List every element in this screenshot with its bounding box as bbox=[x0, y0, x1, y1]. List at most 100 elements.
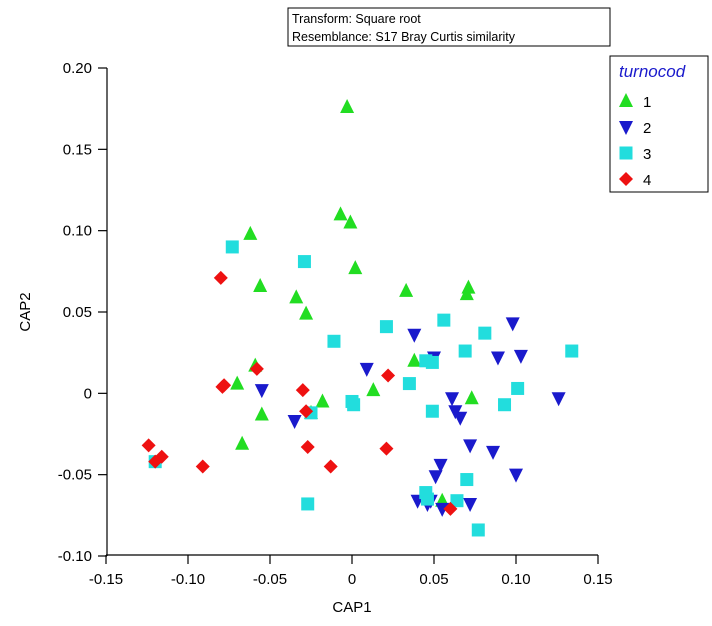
data-point-group-4 bbox=[148, 454, 163, 469]
x-axis-title: CAP1 bbox=[332, 599, 371, 616]
data-point-group-3 bbox=[458, 344, 472, 358]
y-tick-label: 0.15 bbox=[63, 141, 92, 158]
data-point-group-3 bbox=[460, 473, 474, 487]
data-point-group-4 bbox=[213, 270, 228, 285]
y-tick-label: -0.10 bbox=[58, 548, 92, 565]
data-point-group-2 bbox=[509, 468, 523, 483]
y-tick-label: 0 bbox=[84, 385, 92, 402]
legend-label-2: 2 bbox=[643, 120, 651, 137]
y-tick-label: -0.05 bbox=[58, 467, 92, 484]
data-point-group-1 bbox=[343, 214, 358, 229]
data-point-group-2 bbox=[359, 362, 374, 377]
data-point-group-4 bbox=[379, 441, 394, 456]
data-point-group-4 bbox=[249, 361, 264, 376]
data-point-group-3 bbox=[297, 255, 311, 269]
legend-entries: 1 2 3 4 bbox=[619, 93, 651, 189]
legend-marker-1 bbox=[619, 93, 633, 107]
data-point-group-3 bbox=[565, 344, 579, 358]
data-point-group-1 bbox=[348, 260, 363, 275]
data-point-group-2 bbox=[435, 502, 450, 517]
data-point-group-3 bbox=[301, 497, 315, 511]
data-point-group-1 bbox=[230, 375, 245, 390]
legend: turnocod 1 2 3 4 bbox=[609, 55, 709, 193]
data-point-group-4 bbox=[299, 404, 314, 419]
x-tick-label: -0.15 bbox=[89, 571, 123, 588]
data-point-group-2 bbox=[486, 445, 501, 460]
data-point-group-3 bbox=[425, 404, 439, 418]
legend-label-4: 4 bbox=[643, 172, 651, 189]
data-point-group-3 bbox=[379, 320, 393, 334]
data-point-group-3 bbox=[327, 334, 341, 348]
data-point-group-3 bbox=[437, 313, 451, 327]
data-point-group-1 bbox=[464, 390, 479, 405]
data-point-group-3 bbox=[498, 398, 512, 412]
info-box-frame bbox=[287, 7, 611, 47]
legend-marker-3 bbox=[619, 146, 633, 160]
x-tick-label: 0.15 bbox=[583, 571, 612, 588]
data-point-group-2 bbox=[428, 470, 443, 485]
data-points bbox=[141, 99, 579, 537]
x-tick-label: 0.05 bbox=[419, 571, 448, 588]
data-point-group-3 bbox=[478, 326, 492, 340]
x-tick-label: -0.05 bbox=[253, 571, 287, 588]
data-point-group-4 bbox=[295, 383, 310, 398]
data-point-group-3 bbox=[402, 377, 416, 391]
data-point-group-4 bbox=[141, 438, 156, 453]
legend-marker-4 bbox=[619, 172, 633, 186]
info-transform-text: Transform: Square root bbox=[292, 12, 421, 26]
x-ticks: -0.15 -0.10 -0.05 0 0.05 0.10 0.15 bbox=[89, 555, 613, 588]
legend-label-1: 1 bbox=[643, 94, 651, 111]
legend-marker-2 bbox=[619, 121, 633, 135]
data-point-group-1 bbox=[299, 305, 314, 320]
data-point-group-2 bbox=[445, 392, 460, 407]
data-point-group-2 bbox=[551, 392, 566, 407]
x-tick-label: -0.10 bbox=[171, 571, 205, 588]
y-tick-label: 0.20 bbox=[63, 60, 92, 77]
data-point-group-3 bbox=[471, 523, 485, 537]
data-point-group-2 bbox=[513, 349, 528, 364]
data-point-group-1 bbox=[407, 352, 422, 367]
info-resemblance-text: Resemblance: S17 Bray Curtis similarity bbox=[292, 30, 516, 44]
y-ticks: -0.10 -0.05 0 0.05 0.10 0.15 0.20 bbox=[58, 60, 107, 565]
data-point-group-1 bbox=[399, 282, 414, 297]
data-point-group-1 bbox=[366, 382, 381, 397]
data-point-group-1 bbox=[253, 277, 268, 292]
data-point-group-2 bbox=[490, 351, 505, 366]
data-point-group-4 bbox=[443, 501, 458, 516]
data-point-group-4 bbox=[381, 368, 396, 383]
data-point-group-2 bbox=[463, 439, 478, 454]
x-tick-label: 0.10 bbox=[501, 571, 530, 588]
data-point-group-1 bbox=[243, 225, 258, 240]
data-point-group-3 bbox=[511, 381, 525, 395]
data-point-group-1 bbox=[459, 286, 474, 301]
data-point-group-2 bbox=[433, 458, 448, 473]
x-tick-label: 0 bbox=[348, 571, 356, 588]
data-point-group-4 bbox=[300, 440, 315, 455]
axes: -0.15 -0.10 -0.05 0 0.05 0.10 0.15 -0.10 -0.05 0… bbox=[17, 60, 613, 616]
y-tick-label: 0.10 bbox=[63, 223, 92, 240]
data-point-group-3 bbox=[347, 398, 361, 412]
data-point-group-1 bbox=[315, 393, 330, 408]
y-tick-label: 0.05 bbox=[63, 304, 92, 321]
data-point-group-2 bbox=[287, 414, 302, 429]
data-point-group-1 bbox=[289, 289, 304, 304]
y-axis-title: CAP2 bbox=[17, 292, 34, 331]
data-point-group-1 bbox=[254, 406, 269, 421]
data-point-group-2 bbox=[407, 328, 422, 343]
data-point-group-4 bbox=[195, 459, 210, 474]
data-point-group-2 bbox=[505, 317, 520, 332]
data-point-group-3 bbox=[450, 494, 464, 508]
info-box: Transform: Square root Resemblance: S17 … bbox=[287, 7, 611, 47]
data-point-group-3 bbox=[425, 355, 439, 369]
legend-title: turnocod bbox=[619, 62, 686, 81]
data-point-group-2 bbox=[453, 411, 468, 426]
data-point-group-3 bbox=[225, 240, 239, 254]
data-point-group-1 bbox=[333, 206, 348, 221]
data-point-group-4 bbox=[217, 378, 232, 393]
data-point-group-1 bbox=[235, 435, 250, 450]
data-point-group-2 bbox=[463, 497, 478, 512]
data-point-group-1 bbox=[340, 99, 355, 114]
data-point-group-3 bbox=[420, 492, 434, 506]
legend-label-3: 3 bbox=[643, 146, 651, 163]
